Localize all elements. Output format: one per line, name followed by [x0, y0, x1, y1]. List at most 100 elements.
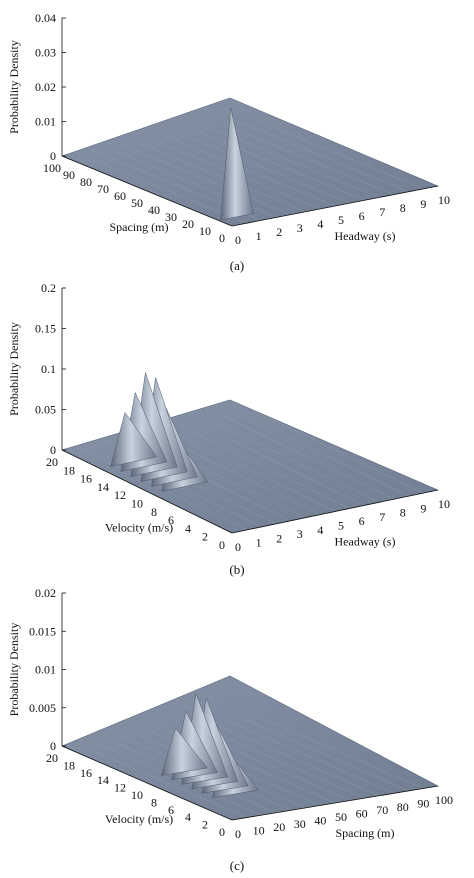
x-tick-label: 50: [335, 810, 347, 824]
x-tick-label: 9: [420, 501, 426, 515]
y-axis-label: Velocity (m/s): [105, 521, 173, 535]
x-tick-label: 2: [276, 225, 282, 239]
surface-ripple: [120, 144, 291, 215]
y-tick-label: 14: [97, 773, 109, 787]
y-tick-label: 30: [165, 210, 177, 224]
y-tick-label: 10: [131, 497, 143, 511]
y-tick-label: 70: [97, 182, 109, 196]
z-tick-label: 0: [50, 149, 56, 163]
surface-ripple: [209, 721, 380, 796]
surface-ripple: [223, 124, 394, 195]
z-axis-label: Probability Density: [7, 322, 21, 416]
z-tick-label: 0.01: [35, 663, 56, 677]
x-axis-label: Headway (s): [335, 535, 396, 549]
surface-ripple: [194, 130, 365, 201]
panel-caption: (b): [229, 562, 244, 577]
y-tick-label: 6: [168, 513, 174, 527]
surface-peak: [110, 411, 158, 467]
surface-ripple: [76, 152, 247, 224]
y-tick-label: 4: [185, 810, 191, 824]
y-tick-label: 14: [97, 480, 109, 494]
z-tick-label: 0.05: [35, 403, 56, 417]
y-tick-label: 12: [114, 781, 126, 795]
x-axis-label: Spacing (m): [336, 826, 395, 840]
panel-caption: (a): [230, 258, 244, 273]
x-tick-label: 0: [235, 540, 241, 554]
y-tick-label: 40: [148, 203, 160, 217]
z-tick-label: 0.02: [35, 80, 56, 94]
surface-ripple: [223, 719, 394, 794]
x-tick-label: 0: [235, 233, 241, 247]
y-tick-label: 100: [43, 161, 61, 175]
x-tick-label: 4: [317, 217, 323, 231]
z-axis-label: Probability Density: [7, 40, 21, 134]
x-tick-label: 10: [438, 193, 450, 207]
surface-floor: [61, 675, 439, 821]
surface-ripple: [223, 415, 394, 500]
surface-peak: [160, 727, 208, 776]
x-tick-label: 0: [235, 827, 241, 841]
x-tick-label: 8: [400, 506, 406, 520]
y-tick-label: 6: [168, 803, 174, 817]
x-tick-label: 2: [276, 531, 282, 545]
z-tick-label: 0.01: [35, 115, 56, 129]
surface-ripple: [253, 409, 424, 494]
y-tick-label: 60: [114, 189, 126, 203]
y-tick-label: 0: [219, 825, 225, 839]
y-axis-label: Spacing (m): [110, 220, 169, 234]
surface-ripple: [209, 419, 380, 503]
y-tick-label: 80: [80, 175, 92, 189]
surface-ripple: [76, 743, 247, 818]
surface-ripple: [164, 135, 336, 207]
y-tick-label: 18: [63, 463, 75, 477]
z-tick-label: 0: [50, 443, 56, 457]
z-tick-label: 0.03: [35, 46, 56, 60]
y-tick-label: 8: [151, 505, 157, 519]
y-tick-label: 8: [151, 795, 157, 809]
surface-ripple: [135, 141, 306, 212]
y-tick-label: 10: [131, 788, 143, 802]
y-axis-line: [61, 155, 233, 227]
panel-caption: (c): [230, 858, 244, 873]
y-tick-label: 10: [199, 224, 211, 238]
x-tick-label: 6: [359, 209, 365, 223]
z-tick-label: 0.15: [35, 322, 56, 336]
x-tick-label: 20: [273, 820, 285, 834]
z-tick-label: 0: [50, 739, 56, 753]
y-axis-line: [61, 745, 233, 821]
surface-ripple: [76, 446, 247, 531]
z-tick-label: 0.04: [35, 11, 56, 25]
surface-ripple: [253, 714, 424, 789]
x-tick-label: 10: [253, 824, 265, 838]
x-tick-label: 5: [338, 213, 344, 227]
surface-ripple: [179, 132, 350, 204]
y-tick-label: 0: [219, 231, 225, 245]
surface-ripple: [238, 412, 409, 497]
y-axis-label: Velocity (m/s): [105, 812, 173, 826]
y-tick-label: 20: [46, 455, 58, 469]
y-axis-line: [61, 449, 233, 534]
y-tick-label: 0: [219, 538, 225, 552]
y-tick-label: 20: [182, 217, 194, 231]
x-tick-label: 60: [356, 807, 368, 821]
z-tick-label: 0.2: [41, 281, 56, 295]
x-tick-label: 9: [420, 197, 426, 211]
z-tick-label: 0.02: [35, 586, 56, 600]
x-tick-label: 40: [314, 813, 326, 827]
y-tick-label: 2: [202, 530, 208, 544]
y-tick-label: 4: [185, 521, 191, 535]
x-tick-label: 100: [435, 793, 453, 807]
y-tick-label: 16: [80, 472, 92, 486]
x-tick-label: 1: [256, 536, 262, 550]
x-tick-label: 90: [417, 796, 429, 810]
x-tick-label: 30: [294, 817, 306, 831]
surface-ripple: [194, 422, 365, 506]
x-tick-label: 8: [400, 201, 406, 215]
x-tick-label: 7: [379, 510, 385, 524]
x-tick-label: 1: [256, 229, 262, 243]
x-tick-label: 6: [359, 514, 365, 528]
x-axis-line: [231, 185, 439, 227]
